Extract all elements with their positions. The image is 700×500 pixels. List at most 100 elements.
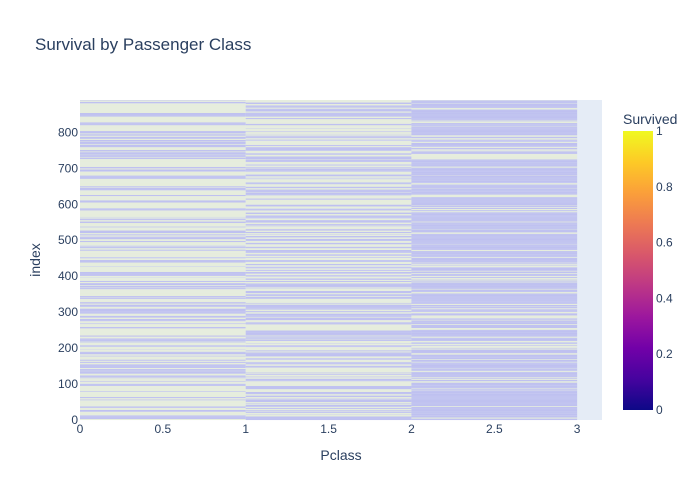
heatmap-cell — [80, 190, 246, 192]
heatmap-cell — [245, 381, 412, 383]
heatmap-cell — [245, 230, 412, 233]
heatmap-cell — [80, 246, 246, 248]
heatmap-cell — [411, 290, 578, 292]
heatmap-cell — [245, 281, 412, 284]
heatmap-cell — [245, 384, 412, 386]
y-axis-ticks: 0 100 200 300 400 500 600 700 800 — [58, 125, 78, 427]
heatmap-cell — [411, 206, 578, 208]
heatmap-cell — [411, 270, 578, 272]
heatmap-cell — [80, 383, 246, 385]
heatmap-cell — [411, 372, 578, 373]
heatmap-cell — [411, 124, 578, 125]
heatmap-cell — [80, 237, 246, 240]
heatmap-cell — [411, 268, 578, 271]
heatmap-cell — [245, 240, 412, 242]
heatmap-cell — [245, 211, 412, 213]
heatmap-cell — [411, 234, 578, 236]
heatmap-cell — [411, 142, 578, 144]
heatmap-cell — [80, 259, 246, 261]
heatmap-cell — [80, 352, 246, 355]
heatmap-cell — [411, 386, 578, 388]
heatmap-cell — [411, 239, 578, 241]
heatmap-cell — [245, 313, 412, 316]
heatmap-cell — [411, 123, 578, 125]
heatmap-cell — [80, 181, 246, 183]
heatmap-cell — [245, 391, 412, 394]
heatmap-cell — [80, 165, 246, 167]
heatmap-cell — [80, 302, 246, 304]
heatmap-cell — [80, 159, 246, 161]
heatmap-cell — [411, 382, 578, 385]
heatmap-cell — [245, 275, 412, 277]
heatmap-cell — [411, 337, 578, 339]
heatmap-cell — [245, 196, 412, 198]
heatmap-cell — [411, 219, 578, 221]
heatmap-cell — [411, 154, 578, 156]
heatmap-cell — [80, 185, 246, 187]
heatmap-cell — [411, 100, 578, 102]
heatmap-cell — [245, 242, 412, 245]
heatmap-cell — [411, 246, 578, 249]
heatmap-cell — [245, 126, 412, 128]
heatmap-cell — [411, 260, 578, 262]
heatmap-cell — [80, 199, 246, 201]
heatmap-cell — [411, 273, 578, 275]
colorbar-ticks: 0 0.2 0.4 0.6 0.8 1 — [656, 124, 673, 417]
heatmap-cell — [245, 307, 412, 309]
heatmap-cell — [80, 111, 246, 113]
heatmap-cell — [411, 413, 578, 414]
y-tick-label: 300 — [58, 305, 78, 319]
heatmap-cell — [245, 280, 412, 281]
heatmap-cell — [80, 129, 246, 131]
heatmap-cell — [80, 266, 246, 269]
heatmap-cell — [411, 242, 578, 244]
heatmap-cell — [411, 213, 578, 216]
heatmap-cell — [411, 347, 578, 349]
heatmap-cell — [245, 112, 412, 114]
heatmap-cell — [80, 160, 246, 162]
heatmap-cell — [411, 207, 578, 209]
heatmap-cell — [80, 157, 246, 160]
heatmap-cell — [80, 256, 246, 258]
heatmap-cell — [80, 416, 246, 418]
heatmap-cell — [80, 261, 246, 263]
heatmap-cell — [80, 262, 246, 265]
heatmap-cell — [245, 339, 412, 341]
heatmap-cell — [80, 258, 246, 260]
heatmap-cell — [245, 137, 412, 139]
heatmap-cell — [80, 385, 246, 388]
heatmap-cell — [245, 160, 412, 162]
heatmap-cell — [411, 218, 578, 220]
heatmap-cell — [411, 174, 578, 176]
heatmap-cell — [245, 255, 412, 258]
heatmap-cell — [411, 274, 578, 276]
heatmap-cell — [245, 309, 412, 311]
heatmap-cell — [245, 312, 412, 314]
heatmap-cell — [80, 359, 246, 361]
heatmap-cell — [411, 224, 578, 225]
heatmap-cell — [80, 254, 246, 256]
heatmap-cell — [80, 325, 246, 327]
heatmap-cell — [245, 342, 412, 344]
heatmap-cell — [80, 205, 246, 207]
y-axis-title: index — [27, 243, 43, 276]
heatmap-cell — [411, 376, 578, 378]
heatmap-cell — [80, 287, 246, 289]
heatmap-cell — [80, 293, 246, 295]
heatmap-cell — [411, 277, 578, 279]
heatmap-cell — [411, 110, 578, 112]
heatmap-cell — [80, 321, 246, 324]
heatmap-cell — [245, 128, 412, 131]
heatmap-cell — [80, 103, 246, 105]
heatmap-cell — [245, 280, 412, 282]
heatmap-cell — [411, 313, 578, 316]
heatmap-cell — [245, 207, 412, 209]
heatmap-cell — [245, 389, 412, 391]
heatmap-cell — [80, 233, 246, 235]
heatmap-cell — [80, 411, 246, 413]
heatmap-cell — [411, 292, 578, 294]
heatmap-cell — [245, 320, 412, 321]
heatmap-cell — [411, 324, 578, 325]
heatmap-cell — [411, 157, 578, 159]
heatmap-cell — [245, 335, 412, 337]
